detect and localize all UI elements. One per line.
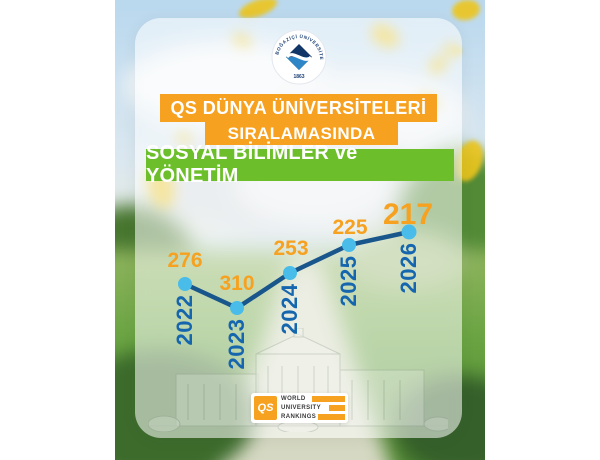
qs-badge-word-university: UNIVERSITY bbox=[281, 405, 322, 411]
qs-rankings-badge: QS WORLD UNIVERSITY RANKINGS bbox=[251, 393, 348, 423]
qs-logo-icon: QS bbox=[254, 396, 277, 420]
rank-value-2025: 225 bbox=[332, 216, 368, 239]
qs-badge-word-world: WORLD bbox=[281, 396, 306, 402]
university-logo: BOĞAZİÇİ ÜNİVERSİTESİ 1863 bbox=[271, 29, 327, 85]
qs-badge-bar bbox=[329, 405, 345, 411]
headline-line-2: SIRALAMASINDA bbox=[205, 122, 398, 145]
headline-line-1: QS DÜNYA ÜNİVERSİTELERİ bbox=[160, 94, 437, 122]
headline-subject: SOSYAL BİLİMLER ve YÖNETİM bbox=[146, 142, 454, 187]
rank-value-2022: 276 bbox=[167, 249, 203, 272]
qs-badge-bar bbox=[312, 396, 345, 402]
qs-badge-bar bbox=[318, 414, 345, 420]
year-label-2025: 2025 bbox=[336, 255, 361, 307]
rank-value-2023: 310 bbox=[219, 272, 255, 295]
qs-badge-word-rankings: RANKINGS bbox=[281, 414, 317, 420]
year-label-2024: 2024 bbox=[277, 283, 302, 335]
year-label-2022: 2022 bbox=[172, 294, 197, 346]
year-label-2026: 2026 bbox=[396, 242, 421, 294]
rank-value-2024: 253 bbox=[273, 237, 309, 260]
logo-founded-year: 1863 bbox=[293, 74, 304, 80]
rank-value-2026-highlight: 217 bbox=[382, 198, 434, 231]
year-label-2023: 2023 bbox=[224, 318, 249, 370]
logo-diamond-icon bbox=[285, 44, 313, 70]
